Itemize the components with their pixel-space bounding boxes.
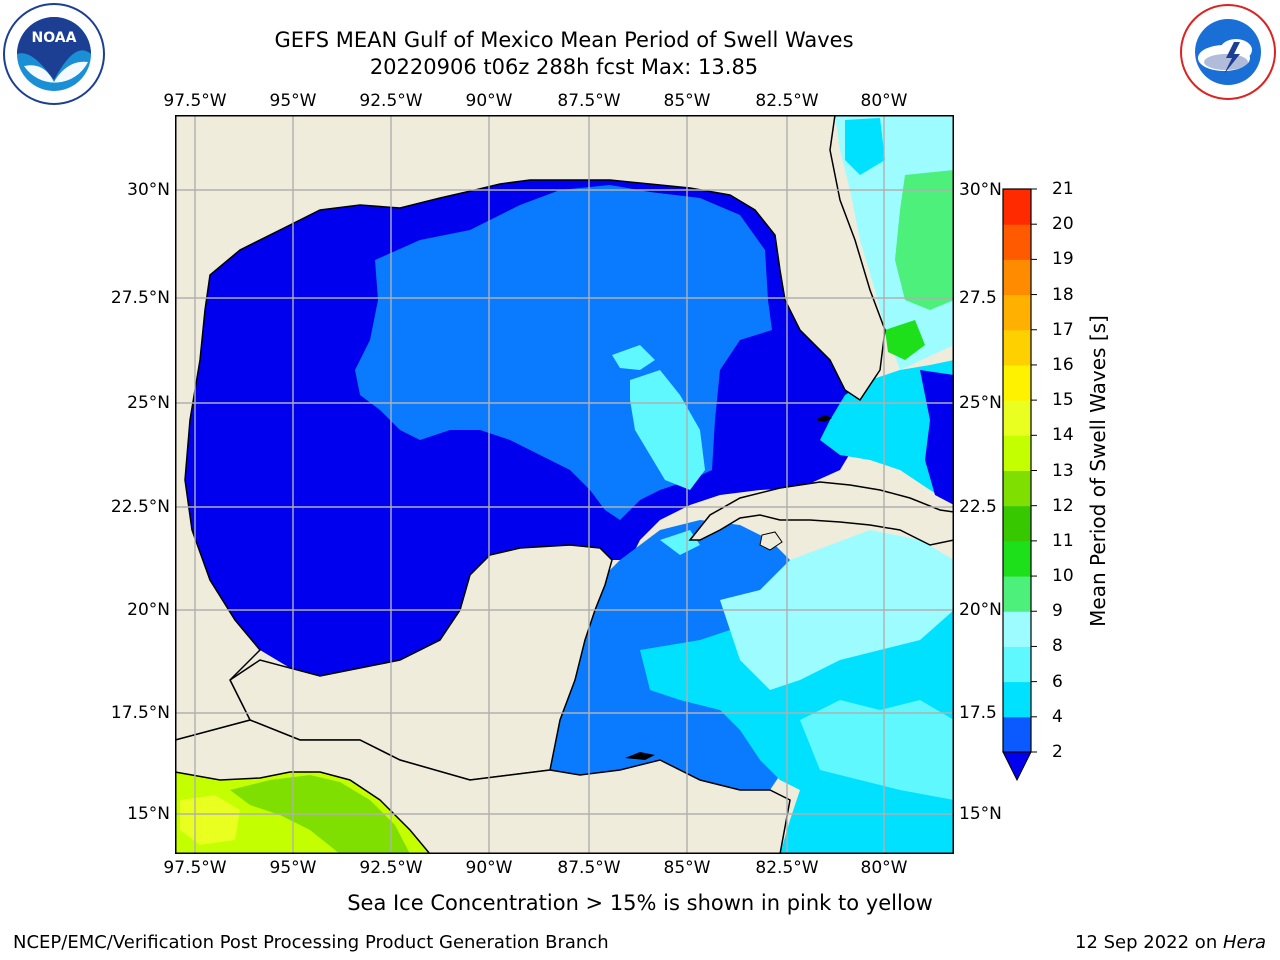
caribbean-water-lightcyan <box>800 700 954 800</box>
lat-label-left: 25°N <box>127 393 170 413</box>
colorbar-tick-label: 15 <box>1052 390 1074 411</box>
colorbar-segment <box>1003 716 1031 753</box>
lon-label-bottom: 90°W <box>465 858 513 878</box>
colorbar-segment <box>1003 540 1031 577</box>
lat-label-right: 17.5 <box>959 703 997 723</box>
map-gridlines <box>175 115 954 854</box>
map-title: GEFS MEAN Gulf of Mexico Mean Period of … <box>274 28 854 52</box>
colorbar-tick-label: 6 <box>1052 671 1063 692</box>
lat-label-left: 30°N <box>127 180 170 200</box>
sea-ice-note: Sea Ice Concentration > 15% is shown in … <box>347 891 933 915</box>
water-cyan-patch <box>612 345 655 370</box>
footer-date: 12 Sep 2022 on Hera <box>1075 932 1266 953</box>
colorbar-tick-label: 4 <box>1052 706 1063 727</box>
colorbar-tick-marks <box>1031 188 1037 753</box>
footer-branch: NCEP/EMC/Verification Post Processing Pr… <box>13 932 609 953</box>
colorbar-tick-label: 14 <box>1052 425 1074 446</box>
noaa-logo: NOAA <box>3 3 105 105</box>
lat-label-left: 17.5°N <box>110 703 170 723</box>
lon-label-top: 82.5°W <box>755 91 819 111</box>
colorbar-segment <box>1003 364 1031 401</box>
noaa-logo-text: NOAA <box>32 30 77 46</box>
colorbar-segment <box>1003 646 1031 683</box>
atlantic-water-green <box>885 320 925 360</box>
colorbar-segment <box>1003 681 1031 718</box>
lon-label-bottom: 87.5°W <box>557 858 621 878</box>
colorbar-segment <box>1003 259 1031 296</box>
colorbar-segment <box>1003 505 1031 542</box>
colorbar-segment <box>1003 294 1031 331</box>
us-gulf-coast-land <box>175 115 886 741</box>
colorbar-tick-label: 18 <box>1052 284 1074 305</box>
atlantic-water-dark <box>920 370 954 505</box>
florida-keys <box>815 415 832 422</box>
colorbar-tick-label: 17 <box>1052 319 1074 340</box>
lon-label-top: 97.5°W <box>163 91 227 111</box>
colorbar-segment <box>1003 576 1031 612</box>
colorbar-segment <box>1003 329 1031 366</box>
colorbar-segment <box>1003 400 1031 436</box>
nws-logo <box>1180 4 1276 100</box>
colorbar <box>1002 188 1037 782</box>
colorbar-extend-triangle <box>1002 751 1032 782</box>
colorbar-tick-label: 16 <box>1052 354 1074 375</box>
colorbar-segments <box>1003 189 1031 753</box>
colorbar-segment <box>1003 224 1031 260</box>
colorbar-tick-label: 12 <box>1052 495 1074 516</box>
lat-label-right: 15°N <box>959 804 1002 824</box>
lat-label-right: 30°N <box>959 180 1002 200</box>
lon-label-top: 85°W <box>663 91 711 111</box>
map-frame <box>175 115 954 854</box>
colorbar-tick-label: 11 <box>1052 530 1074 551</box>
lat-label-right: 22.5 <box>959 497 997 517</box>
atlantic-water-green <box>895 170 954 310</box>
lat-label-right: 27.5 <box>959 288 997 308</box>
lat-label-right: 20°N <box>959 600 1002 620</box>
colorbar-tick-label: 2 <box>1052 742 1063 762</box>
lat-label-right: 25°N <box>959 393 1002 413</box>
isle-of-youth <box>759 531 783 551</box>
water-cyan-patch <box>630 370 705 490</box>
lon-label-top: 90°W <box>465 91 513 111</box>
central-america-landmass <box>175 719 791 854</box>
colorbar-tick-label: 13 <box>1052 460 1074 481</box>
lat-label-left: 22.5°N <box>110 497 170 517</box>
lon-label-bottom: 82.5°W <box>755 858 819 878</box>
lon-label-top: 92.5°W <box>359 91 423 111</box>
lon-label-bottom: 92.5°W <box>359 858 423 878</box>
lon-label-bottom: 80°W <box>860 858 908 878</box>
map-subtitle: 20220906 t06z 288h fcst Max: 13.85 <box>369 55 759 79</box>
footer-machine: Hera <box>1222 932 1266 953</box>
colorbar-tick-label: 20 <box>1052 214 1074 235</box>
colorbar-segment <box>1003 189 1031 225</box>
cuba-landmass <box>688 481 954 546</box>
lon-label-bottom: 97.5°W <box>163 858 227 878</box>
lon-label-bottom: 85°W <box>663 858 711 878</box>
colorbar-segment <box>1003 611 1031 647</box>
lon-label-top: 87.5°W <box>557 91 621 111</box>
lon-label-top: 95°W <box>269 91 317 111</box>
colorbar-tick-label: 19 <box>1052 249 1074 270</box>
colorbar-segment <box>1003 435 1031 471</box>
lat-label-left: 27.5°N <box>110 288 170 308</box>
colorbar-tick-label: 21 <box>1052 179 1074 199</box>
atlantic-water-cyan <box>845 118 885 175</box>
cozumel-island <box>625 752 655 760</box>
colorbar-tick-label: 10 <box>1052 566 1074 587</box>
lat-label-left: 20°N <box>127 600 170 620</box>
colorbar-tick-label: 8 <box>1052 636 1063 657</box>
gulf-of-mexico-map <box>175 115 954 854</box>
colorbar-label: Mean Period of Swell Waves [s] <box>1086 315 1110 627</box>
water-cyan-patch <box>660 530 700 555</box>
lon-label-bottom: 95°W <box>269 858 317 878</box>
colorbar-segment <box>1003 470 1031 507</box>
colorbar-tick-label: 9 <box>1052 601 1063 622</box>
lat-label-left: 15°N <box>127 804 170 824</box>
footer-date-text: 12 Sep 2022 on <box>1075 932 1223 953</box>
lon-label-top: 80°W <box>860 91 908 111</box>
